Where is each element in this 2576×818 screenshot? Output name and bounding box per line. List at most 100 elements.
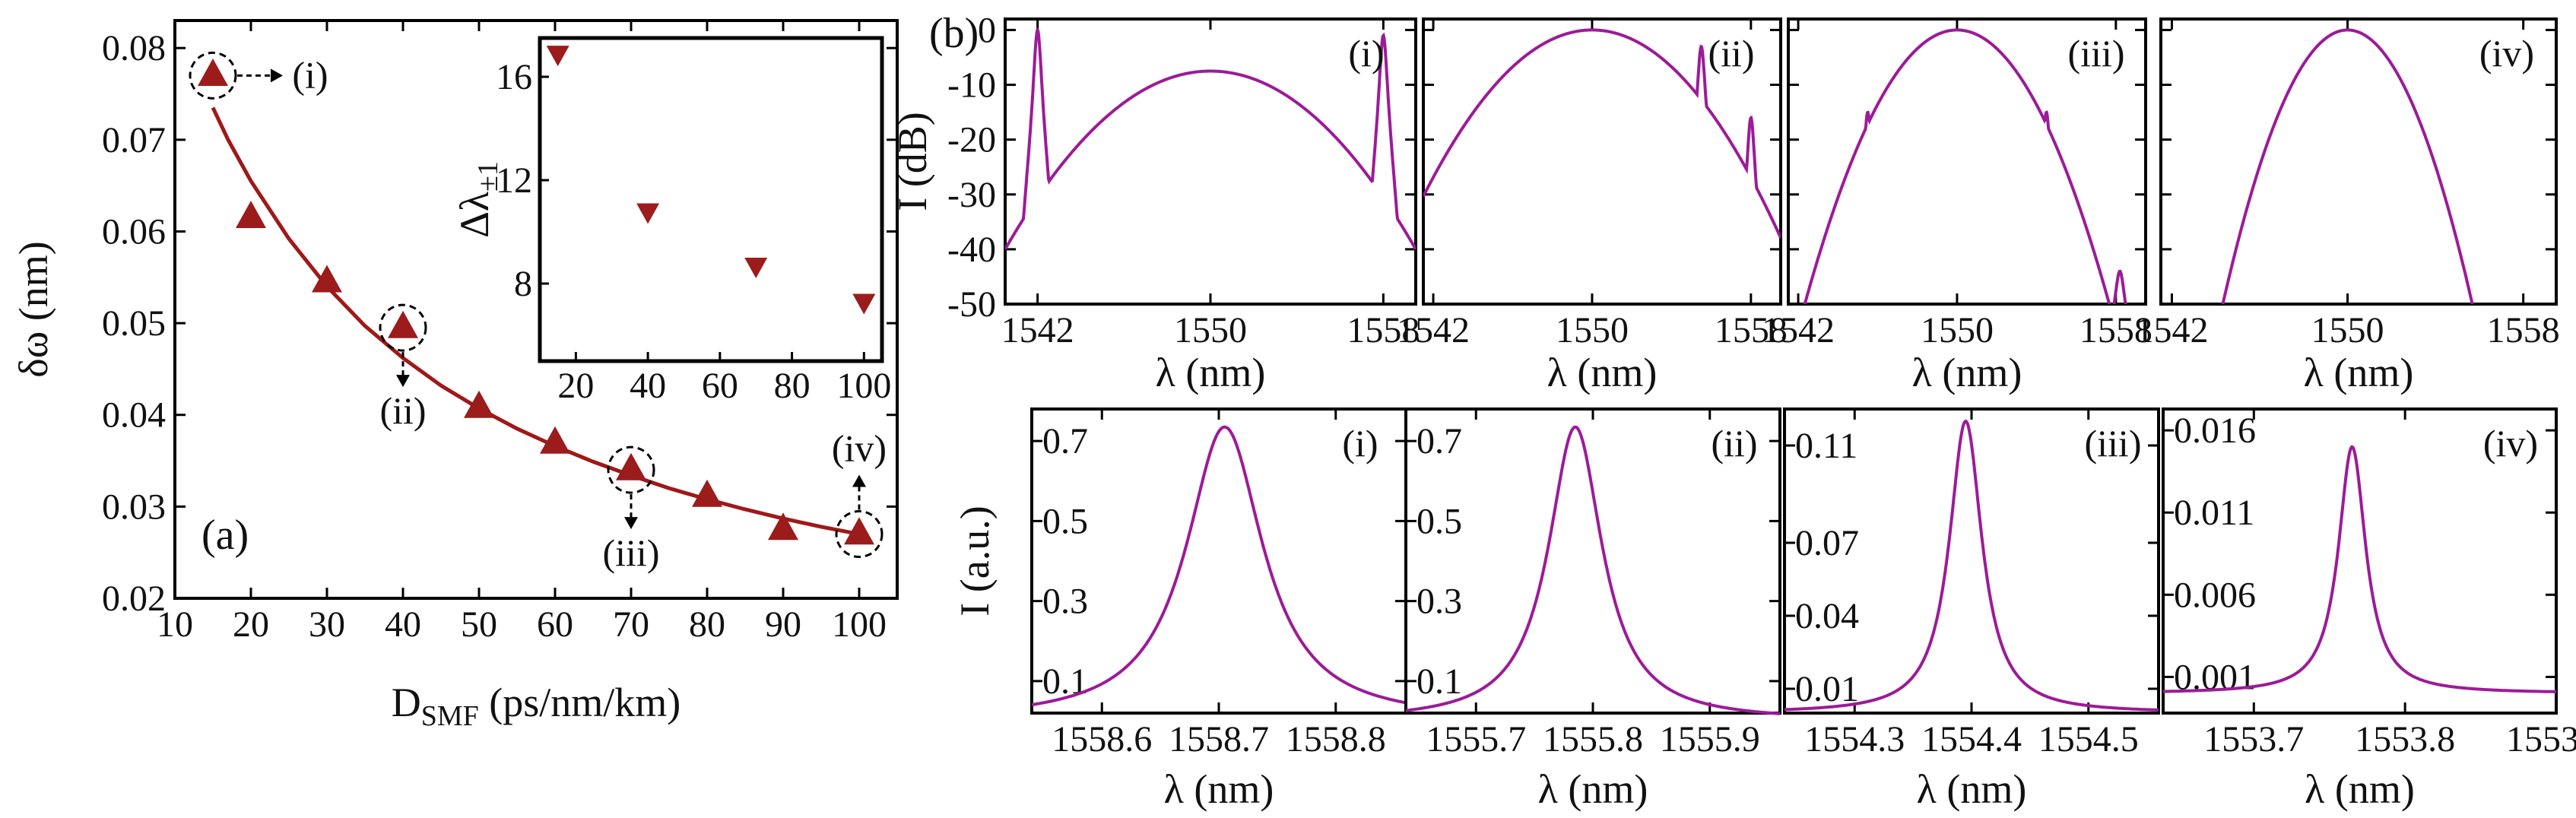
panel-a-xtick-label: 60 <box>537 604 573 645</box>
bottom-panel-3-ytick-label: 0.07 <box>1795 523 1859 563</box>
panel-a-xtick-label: 30 <box>309 604 345 645</box>
bottom-panel-4-label: (iv) <box>2483 422 2538 464</box>
bottom-panel-2-spectrum-line <box>1405 425 1781 715</box>
top-panel-4-xlabel: λ (nm) <box>2304 350 2414 395</box>
data-point <box>236 201 266 229</box>
bottom-panel-3-label: (iii) <box>2085 422 2142 464</box>
top-panel-2-xtick-label: 1542 <box>1397 310 1470 350</box>
inset-data-point <box>852 293 876 315</box>
top-panel-1-spectrum-line <box>1005 27 1416 250</box>
top-panel-3-label: (iii) <box>2068 32 2125 75</box>
bottom-panel-2-xtick-label: 1555.9 <box>1660 719 1760 759</box>
top-panel-3-spectrum-line <box>1803 28 2127 304</box>
bottom-panel-2-ytick-label: 0.1 <box>1416 661 1462 702</box>
panel-label-b: (b) <box>929 10 979 57</box>
top-panel-2-xtick-label: 1558 <box>1715 310 1788 350</box>
top-panel-1-ytick-label: -40 <box>947 230 996 270</box>
top-panel-1-ytick-label: 0 <box>978 10 996 50</box>
data-point <box>312 265 342 293</box>
top-panel-4-xtick-label: 1550 <box>2311 310 2384 350</box>
annotation-circle <box>607 445 655 494</box>
bottom-panel-3-xlabel: λ (nm) <box>1917 766 2027 812</box>
top-panel-2-xtick-label: 1550 <box>1556 310 1629 350</box>
top-panel-4-label: (iv) <box>2479 32 2534 75</box>
bottom-panel-1-xtick-label: 1558.8 <box>1286 719 1386 759</box>
bottom-panel-2-xtick-label: 1555.7 <box>1426 719 1526 759</box>
panel-a-xtick-label: 40 <box>385 604 421 645</box>
bottom-panel-2-ytick-label: 0.7 <box>1416 421 1462 461</box>
panel-a-xlabel: DSMF (ps/nm/km) <box>392 680 681 732</box>
bottom-panel-4-spectrum-line <box>2162 445 2556 693</box>
annotation-label: (iii) <box>603 531 660 574</box>
bottom-panel-2-ytick-label: 0.5 <box>1416 501 1462 541</box>
top-panel-1-xtick-label: 1558 <box>1347 310 1420 350</box>
top-panel-3-xtick-label: 1550 <box>1921 310 1994 350</box>
bottom-panel-1-spectrum-line <box>1031 425 1407 707</box>
top-panel-1-xtick-label: 1550 <box>1174 310 1247 350</box>
data-point <box>616 452 646 480</box>
bottom-panel-4-xtick-label: 1553.8 <box>2355 719 2455 759</box>
inset-xtick-label: 60 <box>702 366 738 406</box>
data-point <box>388 310 418 338</box>
top-panel-1-label: (i) <box>1348 32 1384 75</box>
bottom-panel-1-ylabel: I (a.u.) <box>952 506 998 616</box>
top-panel-2-xlabel: λ (nm) <box>1547 350 1658 395</box>
top-panel-2-label: (ii) <box>1708 32 1754 75</box>
inset-frame <box>538 36 884 363</box>
top-panel-1-xlabel: λ (nm) <box>1156 350 1266 395</box>
panel-a-ytick-label: 0.06 <box>102 211 166 252</box>
annotation-arrow-head <box>624 517 638 530</box>
xlabel-sub: SMF <box>421 700 479 732</box>
top-panel-3-xlabel: λ (nm) <box>1912 350 2022 395</box>
inset-data-point <box>744 257 768 278</box>
top-panel-1-xtick-label: 1542 <box>1001 310 1074 350</box>
top-panel-4-xtick-label: 1558 <box>2487 310 2560 350</box>
top-panel-2-frame <box>1422 17 1782 306</box>
bottom-panel-1-xlabel: λ (nm) <box>1164 766 1274 812</box>
panel-a-ytick-label: 0.08 <box>102 28 166 68</box>
bottom-panel-3-ytick-label: 0.04 <box>1795 596 1859 636</box>
data-point <box>692 479 722 507</box>
panel-a-xtick-label: 80 <box>689 604 725 645</box>
top-panel-3-xtick-label: 1558 <box>2080 310 2152 350</box>
data-point <box>464 390 494 418</box>
xlabel-units: (ps/nm/km) <box>479 680 681 725</box>
panel-a-xtick-label: 10 <box>157 604 193 645</box>
bottom-panel-3-ytick-label: 0.01 <box>1795 669 1859 709</box>
panel-a-ytick-label: 0.04 <box>102 395 166 436</box>
data-point <box>198 59 228 87</box>
bottom-panel-1-ytick-label: 0.1 <box>1042 661 1088 702</box>
inset-xtick-label: 80 <box>774 366 811 406</box>
panel-a-xtick-label: 20 <box>233 604 269 645</box>
bottom-panel-2-label: (ii) <box>1711 422 1757 464</box>
bottom-panel-1-ytick-label: 0.3 <box>1042 582 1088 622</box>
inset-data-point <box>636 203 660 224</box>
bottom-panel-4-ytick-label: 0.011 <box>2174 493 2254 533</box>
annotation-label: (ii) <box>379 389 426 432</box>
top-panel-1-ytick-label: -10 <box>947 65 996 106</box>
top-panel-3-frame <box>1787 17 2147 306</box>
top-panel-1-ylabel: I (dB) <box>890 112 935 211</box>
top-panel-1-ytick-label: -20 <box>947 120 996 160</box>
bottom-panel-4-xtick-label: 1553.9 <box>2506 719 2576 759</box>
bottom-panel-3-xtick-label: 1554.3 <box>1804 719 1905 759</box>
bottom-panel-1-ytick-label: 0.5 <box>1042 501 1088 541</box>
inset-xtick-label: 40 <box>630 366 666 406</box>
inset-ylabel-sub: ±1 <box>472 161 504 192</box>
inset-xtick-label: 100 <box>836 366 891 406</box>
bottom-panel-4-frame <box>2162 407 2558 715</box>
data-point <box>844 517 874 545</box>
inset-ytick-label: 12 <box>496 160 532 201</box>
top-panel-3-xtick-label: 1542 <box>1762 310 1835 350</box>
bottom-panel-2-ytick-label: 0.3 <box>1416 582 1462 622</box>
bottom-panel-3-spectrum-line <box>1784 419 2159 712</box>
panel-a-ylabel: δω (nm) <box>11 241 56 377</box>
panel-a-ytick-label: 0.07 <box>102 120 166 160</box>
inset-ylabel-main: Δλ <box>452 192 497 238</box>
annotation-arrow-head <box>271 68 283 83</box>
annotation-arrow-head <box>852 474 866 487</box>
bottom-panel-2-xtick-label: 1555.8 <box>1543 719 1643 759</box>
bottom-panel-3-xtick-label: 1554.5 <box>2038 719 2139 759</box>
panel-a-ytick-label: 0.03 <box>102 487 166 527</box>
